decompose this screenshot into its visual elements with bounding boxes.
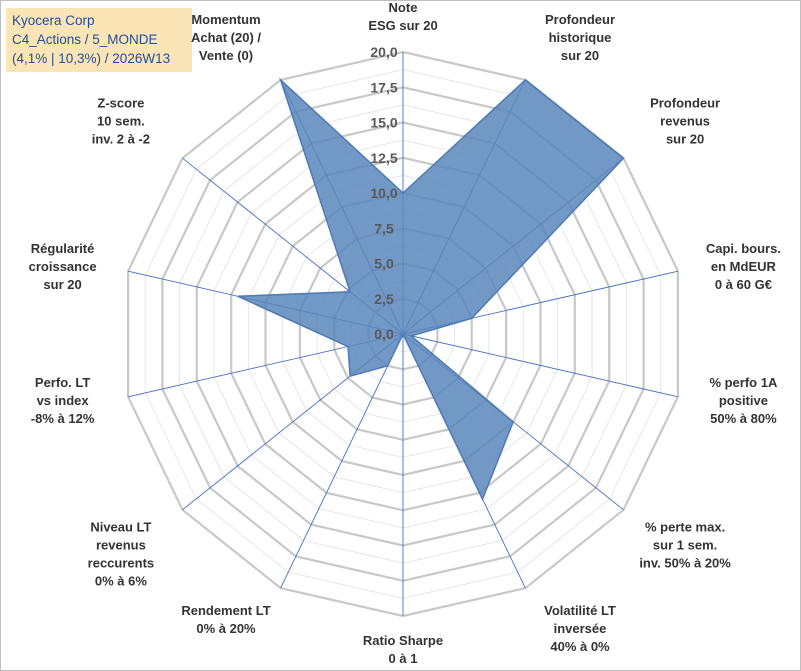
- axis-category-label-line: Perfo. LT: [35, 375, 90, 390]
- axis-category-label: Profondeur revenus sur 20: [650, 96, 720, 147]
- tick-label: 5,0: [374, 256, 394, 272]
- axis-category-label: Perfo. LT vs index -8% à 12%: [31, 375, 95, 426]
- axis-category-label-line: Profondeur: [545, 12, 615, 27]
- tick-label: 0,0: [374, 326, 394, 342]
- tick-label: 10,0: [370, 185, 397, 201]
- axis-category-label-line: Capi. bours.: [706, 241, 781, 256]
- axis-category-label: % perfo 1A positive 50% à 80%: [709, 375, 778, 426]
- axis-category-label-line: 0% à 20%: [196, 621, 256, 636]
- axis-category-label-line: 0% à 6%: [95, 573, 147, 588]
- axis-category-label-line: en MdEUR: [711, 259, 777, 274]
- axis-category-label: Z-score 10 sem. inv. 2 à -2: [92, 96, 150, 147]
- axis-category-label-line: Niveau LT: [90, 519, 151, 534]
- info-company: Kyocera Corp: [12, 13, 95, 28]
- axis-category-label-line: inversée: [554, 621, 607, 636]
- axis-category-label-line: revenus: [660, 114, 710, 129]
- info-stats: (4,1% | 10,3%) / 2026W13: [12, 51, 171, 66]
- axis-category-label: Ratio Sharpe 0 à 1: [363, 633, 443, 666]
- axis-category-label: Niveau LT revenus reccurents 0% à 6%: [88, 519, 154, 588]
- axis-category-label: Régularité croissance sur 20: [29, 241, 97, 292]
- axis-category-label-line: ESG sur 20: [368, 18, 437, 33]
- axis-category-label-line: Profondeur: [650, 96, 720, 111]
- axis-category-label: Capi. bours. en MdEUR 0 à 60 G€: [706, 241, 781, 292]
- axis-category-label: Profondeur historique sur 20: [545, 12, 615, 63]
- tick-label: 7,5: [374, 220, 394, 236]
- axis-category-label-line: Régularité: [31, 241, 95, 256]
- info-box: Kyocera Corp C4_Actions / 5_MONDE (4,1% …: [6, 8, 192, 72]
- axis-category-label-line: Z-score: [97, 96, 144, 111]
- axis-category-label-line: croissance: [29, 259, 97, 274]
- axis-category-label-line: Vente (0): [199, 48, 253, 63]
- axis-category-label-line: Ratio Sharpe: [363, 633, 443, 648]
- axis-category-label-line: reccurents: [88, 555, 154, 570]
- axis-category-label: % perte max. sur 1 sem. inv. 50% à 20%: [639, 519, 731, 570]
- axis-category-label-line: sur 1 sem.: [653, 537, 717, 552]
- axis-category-label-line: historique: [549, 30, 612, 45]
- axis-category-label-line: Achat (20) /: [191, 30, 261, 45]
- axis-category-label-line: positive: [719, 393, 768, 408]
- tick-label: 12,5: [370, 150, 397, 166]
- axis-category-label-line: inv. 50% à 20%: [639, 555, 731, 570]
- axis-category-label: Note ESG sur 20: [368, 0, 437, 33]
- data-series-area: [237, 77, 625, 501]
- axis-category-label-line: 40% à 0%: [550, 639, 610, 654]
- axis-category-label-line: inv. 2 à -2: [92, 132, 150, 147]
- axis-spoke: [402, 333, 679, 398]
- axis-spoke: [280, 333, 404, 589]
- tick-label: 2,5: [374, 291, 394, 307]
- axis-category-label-line: % perte max.: [645, 519, 725, 534]
- info-category: C4_Actions / 5_MONDE: [12, 32, 158, 47]
- axis-category-label: Momentum Achat (20) / Vente (0): [191, 12, 261, 63]
- axis-category-label-line: 10 sem.: [97, 114, 145, 129]
- tick-label: 15,0: [370, 115, 397, 131]
- axis-category-label: Rendement LT 0% à 20%: [181, 603, 270, 636]
- axis-category-label-line: -8% à 12%: [31, 411, 95, 426]
- axis-category-label-line: % perfo 1A: [709, 375, 778, 390]
- axis-category-label-line: revenus: [96, 537, 146, 552]
- axis-category-label-line: Volatilité LT: [544, 603, 616, 618]
- tick-label: 20,0: [370, 44, 397, 60]
- axis-category-label-line: Momentum: [191, 12, 260, 27]
- axis-category-label-line: Note: [389, 0, 418, 15]
- axis-category-label-line: 0 à 60 G€: [715, 277, 772, 292]
- axis-category-label-line: 0 à 1: [389, 651, 418, 666]
- axis-category-label-line: sur 20: [666, 132, 704, 147]
- axis-category-label-line: vs index: [37, 393, 90, 408]
- axis-category-label-line: sur 20: [561, 48, 599, 63]
- axis-category-label-line: 50% à 80%: [710, 411, 777, 426]
- axis-category-label: Volatilité LT inversée 40% à 0%: [544, 603, 616, 654]
- tick-label: 17,5: [370, 79, 397, 95]
- axis-category-label-line: sur 20: [43, 277, 81, 292]
- axis-category-label-line: Rendement LT: [181, 603, 270, 618]
